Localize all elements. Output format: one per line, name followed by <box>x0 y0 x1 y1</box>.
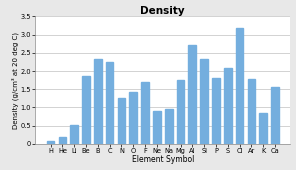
Bar <box>236 28 243 144</box>
Title: Density: Density <box>141 6 185 16</box>
Bar <box>82 76 90 144</box>
Bar <box>259 113 267 144</box>
Bar <box>247 79 255 144</box>
Bar <box>224 69 231 144</box>
Bar <box>94 59 102 144</box>
Bar <box>118 98 125 144</box>
Bar <box>153 111 161 144</box>
X-axis label: Element Symbol: Element Symbol <box>132 155 194 164</box>
Y-axis label: Density (g/cm³ at 20 deg C): Density (g/cm³ at 20 deg C) <box>12 32 19 129</box>
Bar <box>70 125 78 144</box>
Bar <box>165 108 173 144</box>
Bar <box>106 62 113 144</box>
Bar <box>141 82 149 144</box>
Bar <box>59 137 66 144</box>
Bar <box>177 80 184 144</box>
Bar <box>271 87 279 144</box>
Bar <box>200 59 208 144</box>
Bar <box>129 92 137 144</box>
Bar <box>212 78 220 144</box>
Bar <box>189 46 196 144</box>
Bar <box>47 141 54 144</box>
